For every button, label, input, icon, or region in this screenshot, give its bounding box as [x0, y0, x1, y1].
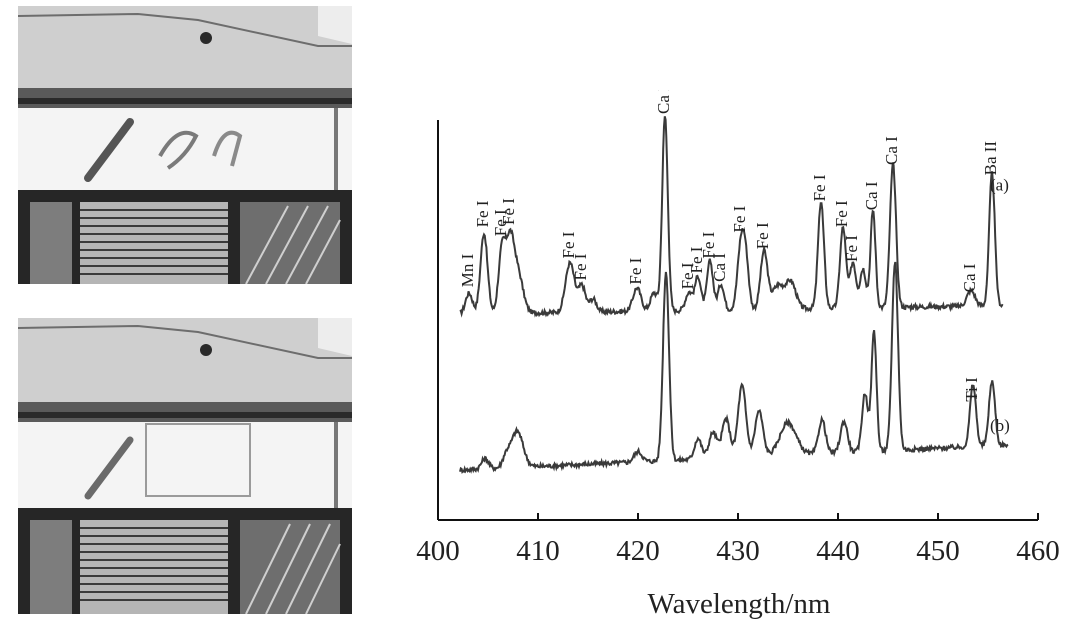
series-label: (b) — [990, 416, 1010, 435]
x-axis-label: Wavelength/nm — [648, 588, 831, 620]
x-tick-label: 450 — [916, 535, 960, 567]
sample-photo-after — [18, 318, 352, 614]
peak-label: Fe I — [687, 246, 706, 273]
peak-label: Fe I — [832, 200, 851, 227]
peak-label: Ba II — [981, 141, 1000, 176]
peak-label: Fe I — [699, 231, 718, 258]
peak-label: Fe I — [491, 209, 510, 236]
peak-label: Fe I — [753, 222, 772, 249]
x-tick-label: 420 — [616, 535, 660, 567]
libs-spectrum-chart: 400 410 420 430 440 450 460 Mn IFe I Fe IFe IFe… — [416, 90, 1060, 620]
peak-label: Mn I — [458, 253, 477, 287]
peak-label: Fe I — [810, 174, 829, 201]
peak-label: Fe I — [842, 235, 861, 262]
x-tick-label: 430 — [716, 535, 760, 567]
peak-label: Fe I — [730, 205, 749, 232]
peak-label: Ti I — [962, 377, 981, 402]
peak-label: Fe I — [473, 200, 492, 227]
peak-label: Fe I — [499, 198, 518, 225]
spectrum-traces — [459, 116, 1009, 475]
x-tick-label: 460 — [1016, 535, 1060, 567]
peak-label: Fe I — [626, 257, 645, 284]
chart-axes: 400 410 420 430 440 450 460 — [416, 120, 1060, 567]
series-line — [459, 116, 1004, 318]
peak-label: Ca I — [882, 136, 901, 165]
x-tick-label: 400 — [416, 535, 460, 567]
sample-photo-before — [18, 6, 352, 284]
peak-label: Fe I — [559, 231, 578, 258]
peak-label: Ca I — [960, 263, 979, 292]
peak-label: Fe I — [678, 262, 697, 289]
x-tick-label: 440 — [816, 535, 860, 567]
peak-label: Ca I — [710, 253, 729, 282]
series-line — [459, 261, 1009, 475]
peak-label: Fe I — [571, 253, 590, 280]
series-label: (a) — [990, 176, 1009, 195]
peak-labels: Mn IFe I Fe IFe IFe IFe I Fe ICa IFe IFe I… — [458, 90, 1010, 435]
peak-label: Ca I — [654, 90, 673, 114]
x-tick-label: 410 — [516, 535, 560, 567]
peak-label: Ca I — [862, 181, 881, 210]
